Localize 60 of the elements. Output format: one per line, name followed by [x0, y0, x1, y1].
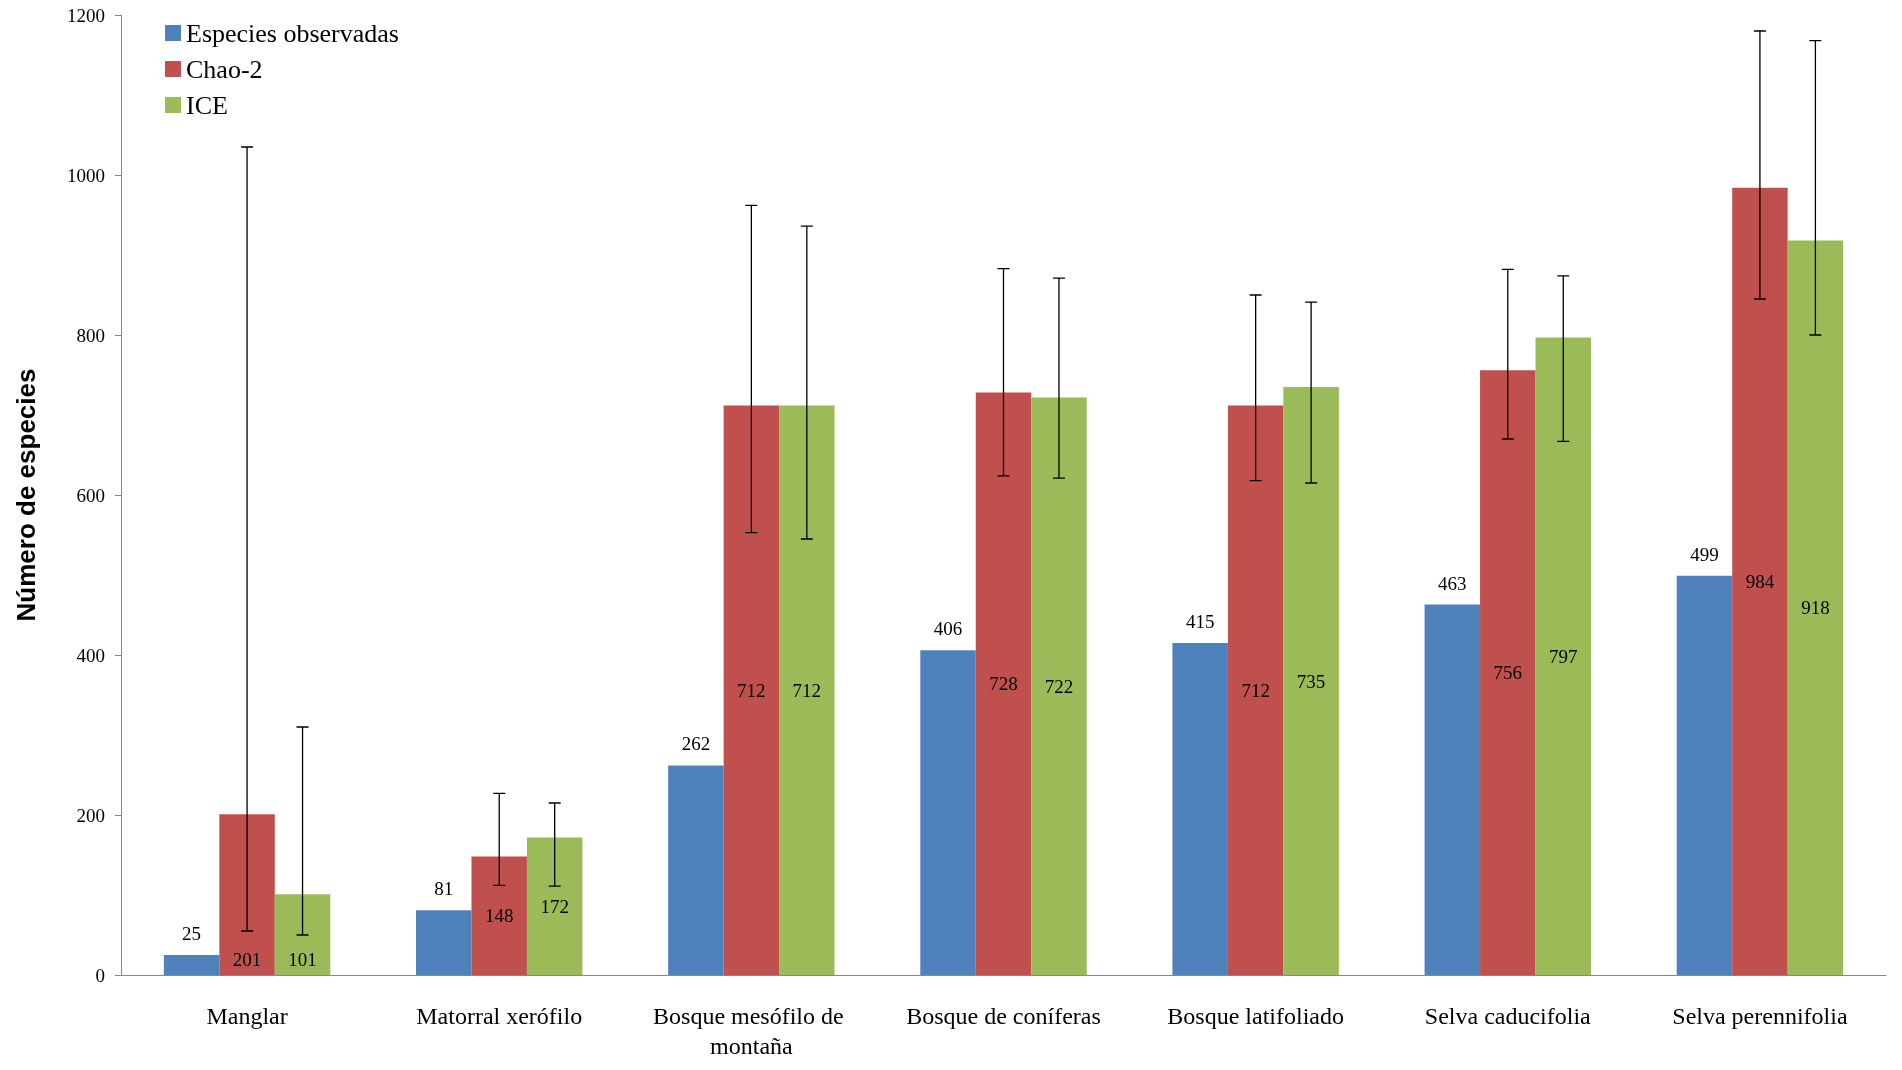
legend-label: Especies observadas — [186, 18, 399, 48]
bar — [1283, 387, 1339, 975]
data-label: 722 — [1044, 675, 1074, 697]
legend-label: Chao-2 — [186, 54, 263, 84]
data-label: 406 — [933, 618, 963, 640]
data-label: 797 — [1549, 645, 1578, 667]
data-label: 918 — [1801, 597, 1830, 619]
bar — [1535, 337, 1591, 975]
data-label: 415 — [1185, 611, 1215, 632]
bar — [779, 405, 835, 975]
y-tick-label: 400 — [76, 644, 105, 666]
data-label: 984 — [1745, 570, 1775, 592]
bar — [274, 894, 331, 975]
x-tick-label: Matorral xerófilo — [416, 1003, 583, 1029]
y-tick-label: 200 — [76, 804, 105, 826]
data-label: 172 — [540, 895, 569, 917]
data-label: 101 — [288, 949, 317, 970]
bar — [526, 837, 583, 975]
bar — [1676, 575, 1733, 975]
bar — [723, 405, 780, 975]
bar — [1732, 187, 1788, 975]
bar — [163, 955, 220, 975]
x-tick-label: Manglar — [206, 1003, 288, 1029]
y-tick-label: 600 — [76, 484, 105, 506]
bar — [1172, 643, 1228, 975]
data-label: 262 — [681, 733, 711, 755]
y-tick-label: 800 — [76, 324, 105, 346]
data-label: 25 — [182, 923, 202, 944]
legend-label: ICE — [186, 90, 228, 120]
x-tick-label: Bosque de coníferas — [906, 1003, 1101, 1029]
bar — [1787, 240, 1844, 975]
bar — [416, 910, 472, 975]
data-label: 499 — [1690, 543, 1719, 565]
data-label: 148 — [484, 905, 514, 927]
data-label: 201 — [232, 949, 262, 970]
data-label: 728 — [989, 673, 1018, 695]
bar — [1424, 604, 1481, 975]
y-tick-label: 1200 — [67, 4, 105, 26]
x-tick-label: Selva caducifolia — [1424, 1003, 1592, 1029]
data-label: 712 — [792, 679, 822, 701]
data-label: 712 — [1241, 679, 1270, 701]
data-label: 712 — [737, 679, 766, 701]
bar — [920, 650, 976, 975]
bar — [1480, 370, 1536, 975]
x-tick-label: Bosque mesófilo de montaña — [653, 1003, 850, 1059]
x-tick-label: Selva perennifolia — [1672, 1003, 1848, 1029]
y-tick-label: 1000 — [67, 164, 105, 186]
bar — [1227, 405, 1284, 975]
bar — [219, 814, 275, 975]
data-label: 463 — [1438, 572, 1467, 594]
y-tick-label: 0 — [95, 964, 105, 986]
y-axis-title: Número de especies — [11, 368, 41, 622]
bar — [668, 765, 724, 975]
x-tick-label: Bosque latifoliado — [1167, 1003, 1344, 1029]
data-label: 81 — [434, 878, 454, 900]
bar — [1031, 397, 1087, 975]
bar — [975, 392, 1032, 975]
data-label: 735 — [1296, 670, 1326, 692]
data-label: 756 — [1493, 662, 1523, 684]
bar — [471, 856, 527, 975]
